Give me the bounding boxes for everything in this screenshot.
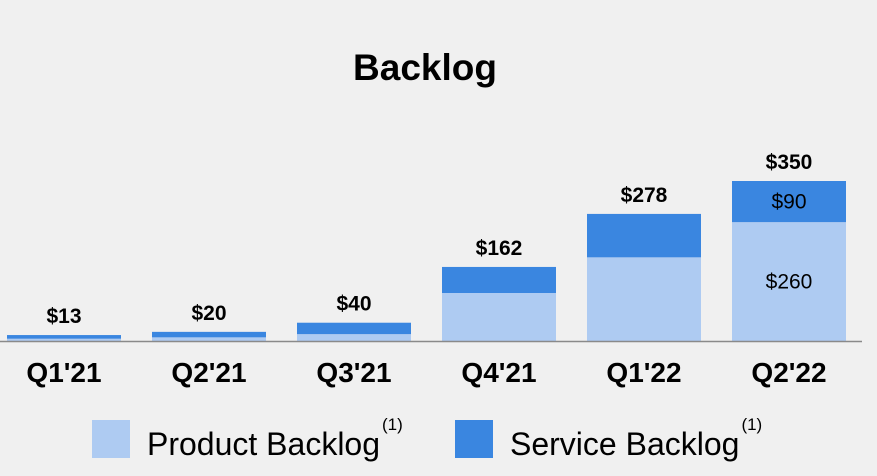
chart-title: Backlog <box>353 47 497 88</box>
total-label: $20 <box>191 302 226 325</box>
category-label: Q1'21 <box>26 357 101 388</box>
bar-product-2 <box>297 334 411 341</box>
bar-service-0 <box>7 335 121 339</box>
bar-service-4 <box>587 213 701 258</box>
bar-product-1 <box>152 337 266 341</box>
bar-service-5 <box>732 181 846 223</box>
bar-product-4 <box>587 257 701 341</box>
segment-value-label: $90 <box>771 191 806 214</box>
legend-superscript: (1) <box>741 415 762 434</box>
legend-swatch-product <box>92 420 130 458</box>
bar-service-2 <box>297 322 411 335</box>
legend: Product Backlog(1)Service Backlog(1) <box>92 415 762 462</box>
legend-superscript: (1) <box>382 415 403 434</box>
total-label: $162 <box>476 237 523 260</box>
category-label: Q2'22 <box>751 357 826 388</box>
segment-value-label: $260 <box>766 271 813 294</box>
total-label: $278 <box>621 184 668 207</box>
bar-service-3 <box>442 266 556 293</box>
total-label: $350 <box>766 151 813 174</box>
bar-product-3 <box>442 293 556 341</box>
category-label: Q3'21 <box>316 357 391 388</box>
total-label: $13 <box>46 305 81 328</box>
bar-product-0 <box>7 338 121 341</box>
total-label: $40 <box>336 293 371 316</box>
bars-group: $13 Q1'21 $20 Q2'21 $40 Q3'21 $162 Q4'21 $278 Q1'… <box>7 151 846 388</box>
legend-label: Product Backlog <box>147 426 380 462</box>
bar-service-1 <box>152 331 266 338</box>
category-label: Q1'22 <box>606 357 681 388</box>
bar-product-5 <box>732 222 846 341</box>
category-label: Q4'21 <box>461 357 536 388</box>
legend-label: Service Backlog <box>510 426 739 462</box>
legend-swatch-service <box>455 420 493 458</box>
category-label: Q2'21 <box>171 357 246 388</box>
